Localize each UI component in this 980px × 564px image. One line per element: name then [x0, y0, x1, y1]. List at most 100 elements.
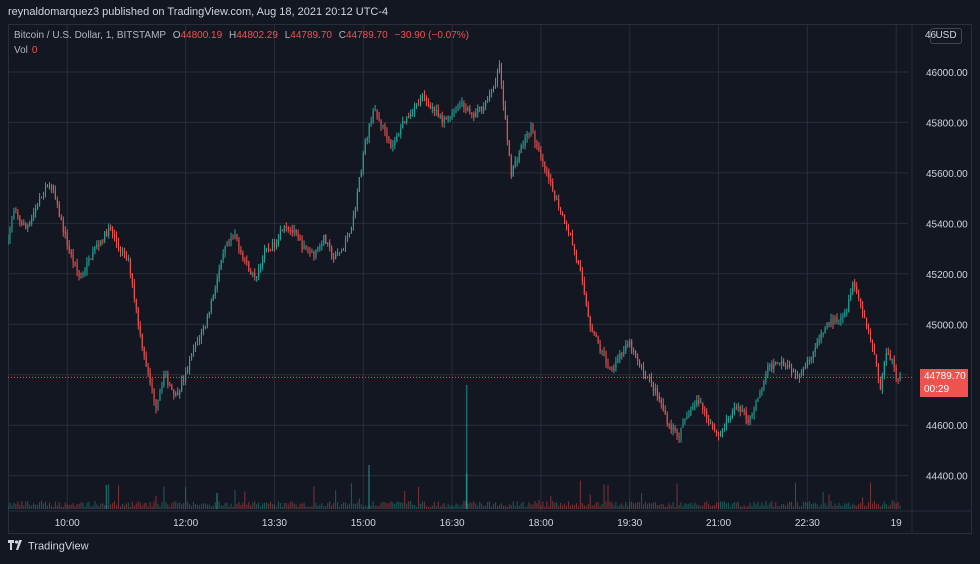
volume-bar: [54, 501, 56, 509]
volume-bar: [218, 501, 220, 509]
candle-body: [447, 117, 449, 119]
volume-bar: [585, 506, 587, 509]
volume-bar: [672, 501, 674, 509]
candle-body: [714, 427, 716, 432]
volume-bar: [398, 501, 400, 509]
candle-body: [212, 295, 214, 301]
candle-body: [362, 153, 364, 171]
candle-body: [421, 94, 424, 98]
candle-body: [895, 367, 897, 380]
volume-bar: [617, 506, 619, 509]
volume-bar: [670, 505, 672, 509]
candle-body: [360, 170, 362, 178]
volume-bar: [615, 502, 617, 509]
candle-body: [619, 353, 621, 359]
candle-body: [258, 268, 260, 277]
candle-body: [202, 327, 204, 332]
candle-body: [660, 399, 662, 404]
candle-body: [491, 89, 493, 93]
candle-body: [530, 124, 532, 136]
candle-body: [846, 311, 848, 313]
volume-bar: [240, 505, 242, 509]
volume-bar: [550, 496, 552, 509]
candle-body: [875, 354, 877, 367]
volume-bar: [427, 506, 429, 509]
volume-bar: [25, 501, 27, 509]
candle-body: [433, 106, 435, 112]
candle-body: [29, 222, 31, 226]
candle-body: [899, 375, 901, 380]
volume-bar: [317, 505, 319, 509]
candle-body: [567, 228, 570, 234]
candle-body: [676, 430, 678, 436]
chart-frame[interactable]: [8, 24, 972, 534]
volume-bar: [419, 503, 422, 509]
price-chart[interactable]: 44400.00 44600.00 45000.00 45200.00 45400.00…: [8, 24, 972, 534]
candle-body: [698, 400, 700, 404]
volume-bar: [171, 503, 173, 509]
volume-bar: [417, 487, 420, 509]
volume-bar: [335, 490, 337, 509]
volume-bar: [717, 502, 720, 509]
candle-body: [321, 244, 323, 247]
currency-badge[interactable]: USD: [930, 28, 962, 44]
volume-bar: [696, 504, 698, 509]
volume-bar: [891, 500, 893, 509]
volume-bar: [889, 504, 891, 509]
volume-bar: [110, 504, 112, 509]
symbol-legend[interactable]: Bitcoin / U.S. Dollar, 1, BITSTAMP O4480…: [14, 30, 469, 41]
volume-bar: [46, 505, 49, 509]
candle-body: [230, 237, 232, 243]
candle-body: [21, 221, 23, 225]
volume-bar: [256, 504, 258, 509]
volume-bar: [116, 504, 118, 509]
candle-body: [818, 339, 820, 343]
candle-body: [410, 114, 412, 117]
volume-bar: [455, 503, 457, 509]
volume-bar: [613, 505, 615, 509]
candle-body: [842, 316, 844, 318]
candle-body: [260, 266, 262, 269]
volume-bar: [477, 505, 479, 509]
volume-bar: [90, 506, 92, 509]
volume-bar: [212, 505, 214, 509]
candle-body: [723, 428, 725, 430]
volume-bar: [873, 501, 875, 509]
volume-bar: [684, 503, 686, 509]
volume-bar: [313, 486, 315, 509]
candle-body: [293, 229, 295, 233]
candle-body: [510, 156, 512, 177]
volume-bar: [524, 506, 526, 509]
volume-bar: [327, 503, 329, 509]
volume-bar: [376, 505, 378, 509]
tradingview-logo-icon[interactable]: [8, 540, 24, 553]
volume-bar: [123, 505, 125, 509]
volume-bar: [866, 505, 868, 509]
candle-body: [477, 108, 479, 113]
volume-bar: [840, 505, 842, 509]
candle-body: [358, 177, 360, 192]
candle-body: [785, 365, 787, 368]
volume-bar: [489, 501, 491, 509]
volume-bar: [238, 501, 240, 509]
candle-body: [315, 250, 317, 258]
candle-body: [710, 423, 712, 425]
volume-bar: [303, 502, 305, 509]
volume-bar: [558, 506, 560, 509]
brand-name[interactable]: TradingView: [28, 540, 89, 553]
volume-bar: [325, 506, 327, 509]
volume-bar: [37, 505, 39, 509]
volume-bar: [461, 504, 463, 509]
candle-body: [787, 364, 789, 368]
candle-body: [226, 242, 228, 247]
volume-bar: [871, 503, 874, 509]
volume-bar: [508, 504, 510, 509]
candle-body: [816, 342, 818, 348]
volume-legend[interactable]: Vol 0: [14, 45, 37, 56]
candle-body: [384, 124, 386, 132]
volume-bar: [309, 506, 311, 509]
candle-body: [208, 311, 210, 316]
volume-bar: [360, 504, 362, 509]
volume-bar: [246, 504, 248, 509]
candle-body: [524, 137, 526, 146]
